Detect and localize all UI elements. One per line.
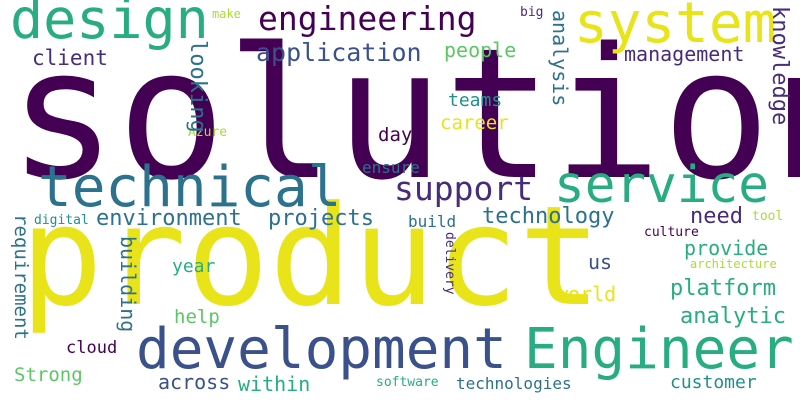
word-development: development [136, 317, 507, 382]
word-requirement: requirement [10, 214, 32, 340]
word-provide: provide [684, 236, 769, 260]
word-building: building [116, 236, 140, 333]
word-teams: teams [448, 90, 503, 111]
word-analytic: analytic [680, 304, 786, 329]
word-digital: digital [34, 213, 89, 228]
word-product: product [20, 176, 602, 337]
word-software: software [376, 375, 439, 390]
word-within: within [238, 372, 311, 396]
word-engineer: Engineer [524, 317, 794, 382]
word-service: service [554, 156, 769, 215]
word-engineering: engineering [258, 0, 477, 38]
word-system: system [574, 0, 777, 56]
word-across: across [158, 370, 231, 394]
word-platform: platform [670, 276, 776, 301]
word-us: us [588, 250, 613, 274]
word-environment: environment [96, 206, 242, 231]
word-architecture: architecture [690, 257, 777, 271]
word-ensure: ensure [362, 158, 420, 177]
word-tool: tool [752, 209, 784, 224]
word-looking: looking [185, 40, 210, 133]
word-world: world [556, 282, 617, 306]
word-make: make [212, 7, 241, 21]
word-azure: Azure [188, 125, 228, 140]
word-analysis: analysis [548, 10, 572, 107]
word-career: career [440, 112, 509, 134]
word-management: management [624, 42, 745, 66]
word-need: need [690, 204, 743, 229]
word-strong: Strong [14, 364, 83, 386]
word-technical: technical [38, 155, 342, 220]
word-customer: customer [670, 372, 757, 393]
word-application: application [256, 38, 422, 67]
word-day: day [378, 124, 413, 146]
word-people: people [444, 38, 517, 62]
word-build: build [408, 212, 457, 231]
word-design: design [10, 0, 209, 51]
word-help: help [174, 306, 220, 328]
word-projects: projects [268, 206, 374, 231]
word-cloud: cloud [66, 338, 118, 358]
word-culture: culture [644, 225, 699, 240]
word-big: big [520, 5, 544, 20]
word-solution: solution [8, 9, 800, 220]
word-knowledge: knowledge [767, 6, 792, 126]
word-client: client [32, 46, 108, 70]
word-support: support [394, 169, 534, 208]
word-delivery: delivery [442, 232, 457, 295]
word-technologies: technologies [456, 374, 572, 393]
word-technology: technology [482, 204, 615, 229]
word-year: year [172, 256, 216, 277]
